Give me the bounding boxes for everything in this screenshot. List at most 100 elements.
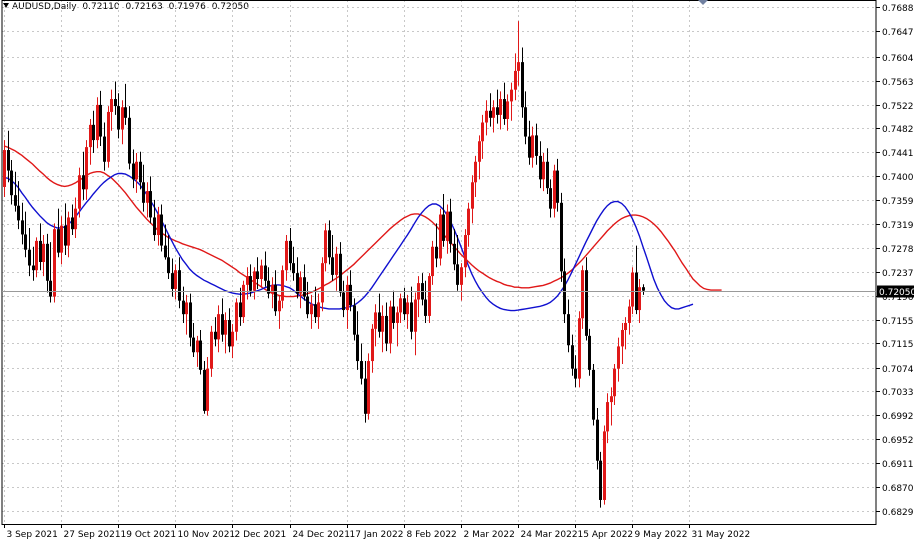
bear-candle — [635, 245, 638, 315]
bull-candle — [110, 89, 113, 131]
bull-candle — [464, 229, 467, 278]
candle-body — [396, 312, 399, 323]
y-tick-label: 0.68705 — [882, 484, 914, 494]
bear-candle — [442, 194, 445, 247]
bull-candle — [271, 277, 274, 309]
bear-candle — [239, 287, 242, 326]
candle-body — [117, 106, 120, 130]
shift-marker-icon[interactable] — [698, 0, 708, 5]
candle-body — [64, 225, 67, 246]
bull-candle — [310, 294, 313, 329]
bear-candle — [496, 89, 499, 124]
candle-body — [403, 298, 406, 315]
candle-body — [224, 320, 227, 335]
moving-averages — [3, 145, 722, 312]
bear-candle — [214, 317, 217, 347]
candle-body — [585, 270, 588, 336]
bear-candle — [189, 293, 192, 347]
candle-body — [578, 318, 581, 379]
bear-candle — [228, 308, 231, 353]
bull-candle — [399, 293, 402, 323]
dropdown-triangle-icon[interactable] — [3, 3, 9, 8]
bull-candle — [281, 265, 284, 309]
bull-candle — [53, 223, 56, 303]
candle-body — [281, 270, 284, 301]
candle-body — [324, 230, 327, 264]
candle-body — [146, 191, 149, 203]
x-tick-label: 3 Sep 2021 — [7, 530, 58, 540]
candle-body — [171, 273, 174, 289]
candle-body — [506, 101, 509, 119]
bull-candle — [467, 202, 470, 247]
bull-candle — [428, 273, 431, 323]
candle-body — [539, 155, 542, 180]
bull-candle — [278, 294, 281, 329]
bull-candle — [317, 293, 320, 329]
candle-body — [599, 460, 602, 500]
candle-body — [206, 368, 209, 411]
bull-candle — [460, 263, 463, 301]
bear-candle — [567, 299, 570, 353]
candle-body — [85, 147, 88, 190]
candle-body — [182, 300, 185, 315]
candle-body — [510, 89, 513, 102]
candle-body — [613, 368, 616, 397]
candle-body — [71, 217, 74, 230]
candle-body — [624, 322, 627, 330]
bear-candle — [14, 171, 17, 212]
bear-candle — [403, 287, 406, 321]
candle-body — [610, 396, 613, 403]
bear-candle — [456, 235, 459, 291]
candle-body — [164, 245, 167, 258]
bull-candle — [210, 325, 213, 377]
bear-candle — [264, 251, 267, 287]
bull-candle — [35, 237, 38, 278]
bear-candle — [449, 198, 452, 253]
candle-body — [535, 135, 538, 156]
bull-candle — [471, 175, 474, 224]
candle-body — [631, 272, 634, 307]
bull-candle — [621, 322, 624, 364]
bear-candle — [574, 355, 577, 388]
candle-body — [524, 107, 527, 137]
bull-candle — [146, 182, 149, 218]
candle-body — [235, 302, 238, 332]
candle-body — [264, 265, 267, 281]
candle-body — [378, 312, 381, 332]
bull-candle — [414, 292, 417, 356]
bear-candle — [353, 298, 356, 341]
candle-body — [199, 340, 202, 370]
candle-body — [153, 217, 156, 236]
x-tick-label: 8 Feb 2022 — [407, 530, 457, 540]
candle-body — [14, 195, 17, 206]
bull-candle — [610, 387, 613, 426]
bull-candle — [439, 208, 442, 266]
price-label: 0.72050 — [879, 288, 914, 298]
bear-candle — [171, 258, 174, 297]
bull-candle — [346, 276, 349, 329]
bear-candle — [328, 220, 331, 265]
bull-candle — [196, 335, 199, 367]
candle-body — [546, 161, 549, 189]
bear-candle — [560, 192, 563, 282]
bear-candle — [164, 224, 167, 260]
candle-body — [214, 331, 217, 340]
candle-body — [178, 270, 181, 301]
bear-candle — [528, 120, 531, 165]
bull-candle — [85, 140, 88, 200]
bull-candle — [542, 152, 545, 192]
bull-candle — [60, 216, 63, 265]
candle-body — [385, 315, 388, 344]
candle-body — [542, 161, 545, 180]
symbol-label: AUDUSD,Daily — [12, 2, 77, 12]
candle-body — [528, 136, 531, 158]
candle-body — [96, 104, 99, 141]
bull-candle — [42, 235, 45, 277]
candle-body — [574, 368, 577, 379]
bear-candle — [435, 223, 438, 268]
bull-candle — [581, 265, 584, 329]
candle-body — [489, 110, 492, 118]
